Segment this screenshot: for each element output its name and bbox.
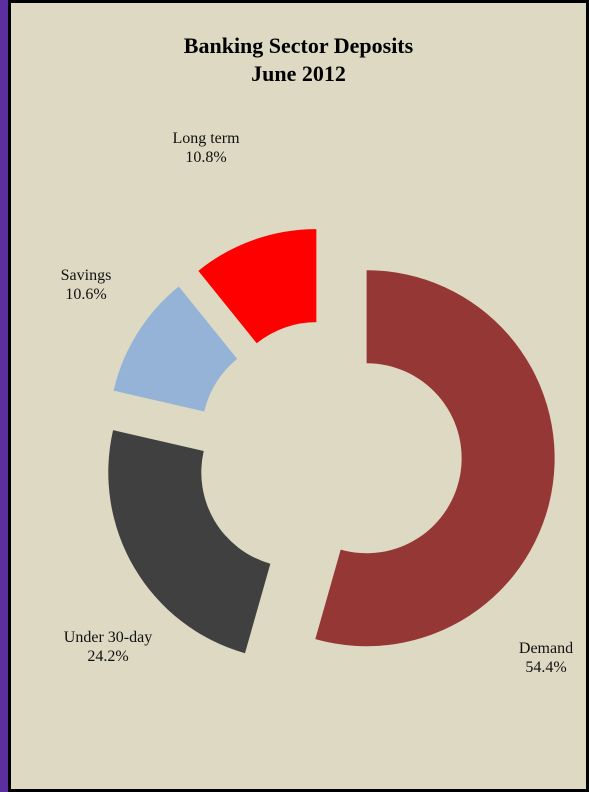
- slice-value: 10.6%: [65, 286, 107, 303]
- slice-value: 10.8%: [185, 149, 227, 166]
- donut-slice: [315, 270, 555, 647]
- chart: Banking Sector Deposits June 2012 Demand…: [8, 0, 589, 792]
- slice-value: 54.4%: [525, 659, 567, 676]
- slice-label: Savings: [60, 267, 112, 284]
- donut-slice: [198, 229, 317, 344]
- slice-label: Demand: [518, 640, 574, 657]
- plot: [108, 229, 555, 654]
- chart-subtitle: June 2012: [251, 61, 346, 86]
- donut-slice: [113, 286, 238, 412]
- slice-label: Under 30-day: [63, 629, 153, 646]
- donut-slice: [108, 430, 271, 654]
- slice-label: Long term: [172, 130, 240, 147]
- chart-title: Banking Sector Deposits: [183, 33, 414, 58]
- slice-value: 24.2%: [87, 648, 129, 665]
